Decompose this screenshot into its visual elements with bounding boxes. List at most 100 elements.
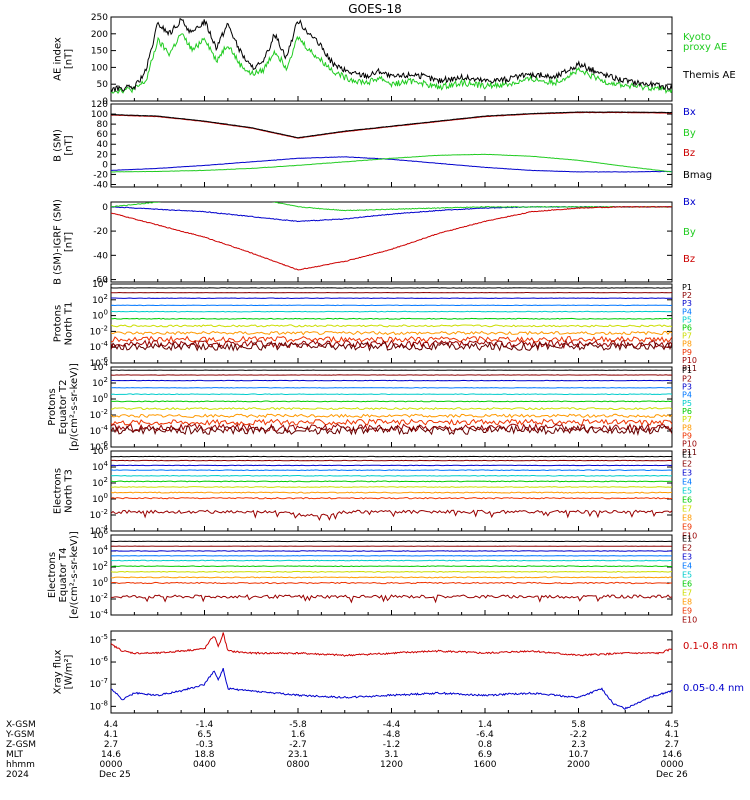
channel-label: P8 xyxy=(682,423,692,432)
channel-label: P4 xyxy=(682,391,692,400)
ephemeris-table: X-GSM 4.4 -1.4 -5.8 -4.4 1.4 5.8 4.5 Y-GSM 4.1 6.5… xyxy=(5,720,688,780)
channel-line-e9 xyxy=(111,581,672,585)
ephemeris-value: 0800 xyxy=(287,760,310,770)
y-tick-label: 10-2 xyxy=(90,408,108,421)
channel-label: P8 xyxy=(682,340,692,349)
y-tick-label: 20 xyxy=(97,150,109,160)
y-tick-label: 100 xyxy=(92,576,108,589)
channel-label: P11 xyxy=(682,448,697,457)
channel-label: P2 xyxy=(682,291,692,300)
channel-line-p8 xyxy=(111,330,672,336)
panel-frame xyxy=(110,283,673,364)
channel-label: P10 xyxy=(682,440,697,449)
y-tick-label: 0 xyxy=(102,160,108,170)
y-tick-label: 10-4 xyxy=(90,608,109,621)
ephemeris-value: -1.4 xyxy=(196,720,214,730)
y-axis-label: Electrons xyxy=(53,468,64,514)
y-tick-label: 10-4 xyxy=(90,340,109,353)
channel-line-p3 xyxy=(111,297,672,300)
y-tick-label: 10-6 xyxy=(90,440,109,453)
y-axis-label: Electrons xyxy=(47,552,58,598)
panel-data xyxy=(111,287,672,352)
y-tick-label: 150 xyxy=(91,47,108,57)
channel-line-p9 xyxy=(111,335,672,344)
channel-line-p11 xyxy=(111,424,672,436)
ephemeris-value: 2.7 xyxy=(665,740,679,750)
series-line-bz xyxy=(111,205,672,271)
figure-title: GOES-18 xyxy=(348,2,402,16)
y-axis-label: Protons xyxy=(47,388,58,425)
ephemeris-year: 2024 xyxy=(6,770,29,780)
y-tick-label: -60 xyxy=(93,276,108,286)
channel-label: E2 xyxy=(682,460,692,469)
y-tick-label: 10-4 xyxy=(90,424,109,437)
y-axis-label: North T1 xyxy=(64,302,75,346)
channel-label: E5 xyxy=(682,571,692,580)
legend-entry: 0.1-0.8 nm xyxy=(683,641,738,652)
channel-line-e5 xyxy=(111,559,672,562)
channel-label: E9 xyxy=(682,607,692,616)
y-tick-label: 106 xyxy=(92,444,108,457)
ephemeris-value: 3.1 xyxy=(384,750,398,760)
y-tick-label: -40 xyxy=(93,180,108,190)
panel-data xyxy=(111,632,672,711)
channel-label: E8 xyxy=(682,514,692,523)
panel-data xyxy=(111,111,672,173)
channel-label: P5 xyxy=(682,315,692,324)
channel-line-p8 xyxy=(111,413,672,419)
y-axis-label: Xray flux xyxy=(53,650,64,695)
series-line-themis-ae xyxy=(111,17,672,93)
panel-bigrf: 0 -20 -40 -60 B (SM)-IGRF (SM) [nT] Bx By Bz xyxy=(53,197,696,286)
ephemeris-value: -0.3 xyxy=(196,740,214,750)
series-line-0-05-0-4-nm xyxy=(111,667,672,711)
y-tick-label: 80 xyxy=(97,120,109,130)
panel-xray: 10-5 10-6 10-7 10-8 Xray flux [W/m²] 0.1-0.8 n… xyxy=(53,630,744,714)
channel-label: P6 xyxy=(682,324,692,333)
ephemeris-value: 2.7 xyxy=(104,740,118,750)
panel-frame xyxy=(110,630,673,714)
channel-line-p7 xyxy=(111,324,672,328)
channel-label: E1 xyxy=(682,535,692,544)
channel-label: P1 xyxy=(682,283,692,292)
ephemeris-value: 0000 xyxy=(100,760,123,770)
channel-label: E7 xyxy=(682,589,692,598)
ephemeris-value: 2.3 xyxy=(571,740,585,750)
y-axis-label: [p/(cm²-s-sr-keV)] xyxy=(69,363,80,451)
legend-entry: Bz xyxy=(683,254,695,265)
channel-label: E8 xyxy=(682,598,692,607)
y-tick-label: 104 xyxy=(92,544,108,557)
ephemeris-value: 4.1 xyxy=(665,730,679,740)
y-axis-label: [W/m²] xyxy=(64,654,75,689)
ephemeris-value: -4.8 xyxy=(383,730,401,740)
channel-line-p7 xyxy=(111,407,672,411)
y-tick-label: 10-2 xyxy=(90,324,108,337)
channel-label: E6 xyxy=(682,580,692,589)
y-tick-label: 10-8 xyxy=(90,699,108,712)
y-tick-label: 100 xyxy=(92,492,108,505)
legend-entry: proxy AE xyxy=(683,42,727,53)
legend-entry: Themis AE xyxy=(682,70,736,81)
ephemeris-value: 4.1 xyxy=(104,730,118,740)
channel-label: P9 xyxy=(682,348,692,357)
channel-label: E2 xyxy=(682,544,692,553)
channel-label: P1 xyxy=(682,366,692,375)
panel-data xyxy=(111,455,672,522)
channel-label: E5 xyxy=(682,487,692,496)
ephemeris-value: 23.1 xyxy=(288,750,308,760)
y-axis-label: B (SM) xyxy=(53,129,64,162)
ephemeris-value: 4.5 xyxy=(665,720,679,730)
y-tick-label: 104 xyxy=(92,360,108,373)
ephemeris-value: 4.4 xyxy=(104,720,119,730)
ephemeris-start-date: Dec 25 xyxy=(99,770,131,780)
y-tick-label: -40 xyxy=(93,251,108,261)
y-axis-label: [nT] xyxy=(64,135,75,155)
channel-label: E6 xyxy=(682,496,692,505)
channel-label: E4 xyxy=(682,478,692,487)
panel-pe: 104 102 100 10-2 10-4 10-6 Protons Equator T2 [p… xyxy=(47,360,697,457)
ephemeris-row-label: Z-GSM xyxy=(6,740,36,750)
